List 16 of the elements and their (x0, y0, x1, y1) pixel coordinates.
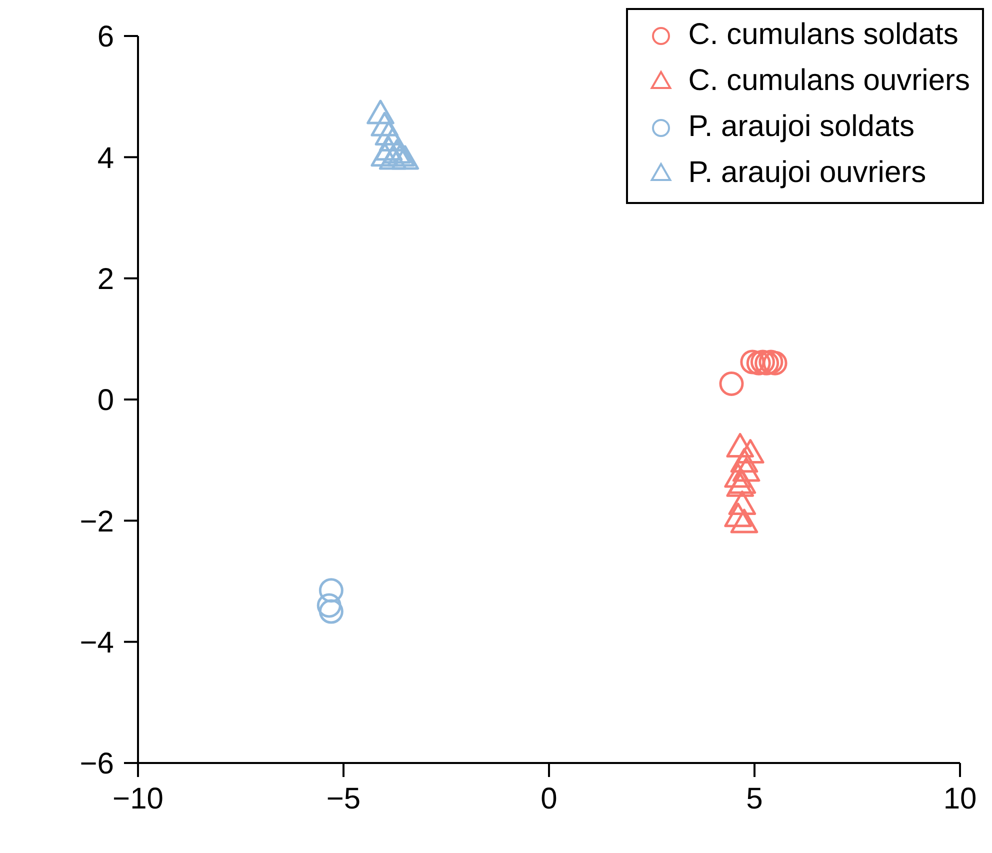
x-tick-label: −10 (112, 782, 164, 816)
legend-label: C. cumulans ouvriers (688, 64, 970, 97)
y-tick-label: −4 (80, 626, 114, 660)
y-tick-label: 6 (97, 20, 114, 54)
y-tick-label: 2 (97, 262, 114, 296)
y-tick-label: 0 (97, 384, 114, 418)
x-tick-label: 5 (746, 782, 763, 816)
x-tick-label: −5 (326, 782, 361, 816)
legend-label: P. araujoi soldats (688, 110, 914, 143)
x-tick-label: 10 (943, 782, 977, 816)
x-tick-label: 0 (540, 782, 558, 816)
y-tick-label: −6 (80, 748, 114, 781)
y-tick-label: 4 (97, 142, 114, 175)
legend-label: C. cumulans soldats (688, 18, 958, 51)
legend-label: P. araujoi ouvriers (688, 156, 926, 189)
y-tick-label: −2 (80, 505, 114, 538)
